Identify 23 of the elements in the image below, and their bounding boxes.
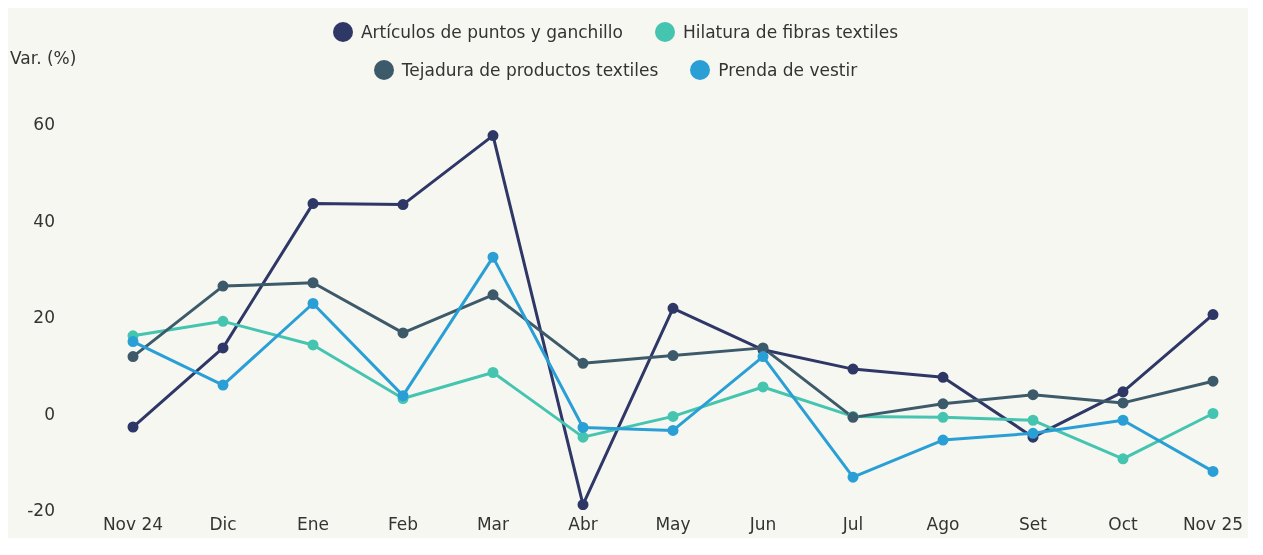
x-tick-label: Nov 24 — [102, 514, 164, 535]
x-tick-label: Oct — [1108, 514, 1139, 535]
y-axis-title: Var. (%) — [10, 48, 77, 68]
x-tick-label: Set — [1019, 514, 1048, 535]
x-tick-label: Dic — [209, 514, 237, 535]
x-tick-label: Feb — [387, 514, 419, 535]
x-tick-label: Mar — [476, 514, 510, 535]
legend-label: Artículos de puntos y ganchillo — [360, 22, 623, 42]
x-tick-label: Jun — [748, 514, 777, 535]
x-tick-label: May — [655, 514, 691, 535]
x-tick-label: Ene — [297, 514, 329, 535]
y-tick-label: -20 — [27, 500, 55, 521]
y-tick-label: 20 — [33, 307, 55, 328]
x-tick-label: Ago — [926, 514, 960, 535]
legend-label: Prenda de vestir — [717, 60, 858, 80]
legend-label: Hilatura de fibras textiles — [681, 22, 899, 42]
legend-label: Tejadura de productos textiles — [400, 60, 659, 80]
y-tick-label: 60 — [33, 114, 55, 135]
x-tick-label: Abr — [568, 514, 598, 535]
x-tick-label: Nov 25 — [1182, 514, 1244, 535]
y-tick-label: 0 — [44, 403, 55, 424]
x-tick-label: Jul — [841, 514, 864, 535]
y-tick-label: 40 — [33, 210, 55, 231]
